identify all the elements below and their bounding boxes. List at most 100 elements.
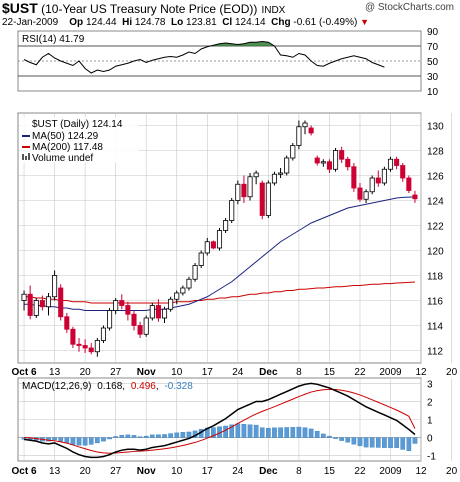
svg-text:MACD(12,26,9) 0.168,: MACD(12,26,9) 0.168, 0.496, -0.328 (22, 381, 193, 392)
candle (369, 175, 375, 195)
symbol-label: $UST (2, 0, 38, 16)
candle (284, 155, 290, 176)
macd-histogram-bar (107, 437, 112, 440)
candle (88, 343, 94, 355)
macd-histogram-bar (266, 427, 271, 438)
macd-histogram-bar (284, 427, 290, 438)
macd-label-signal: 0.496 (131, 381, 156, 392)
candle-body (216, 230, 223, 249)
price-tick-label: 112 (427, 347, 443, 358)
candle-body (161, 308, 168, 319)
candle-body (33, 300, 39, 316)
macd-histogram-bar (314, 431, 320, 438)
candle-body (314, 157, 320, 164)
date-tick-label: Dec (259, 367, 278, 378)
candle (314, 155, 320, 166)
change-label: Chg (271, 17, 291, 28)
macd-histogram-bar (308, 428, 314, 438)
macd-histogram-bar (180, 432, 186, 438)
candle (27, 285, 33, 320)
date-tick-label: 15 (324, 367, 336, 378)
candle (333, 148, 339, 172)
candle-body (296, 126, 302, 146)
price-tick-label: 114 (427, 322, 443, 333)
candle (70, 326, 76, 348)
macd-histogram-bar (400, 437, 406, 450)
signal-line (24, 388, 416, 454)
candle (94, 338, 100, 357)
macd-histogram-bar (253, 424, 259, 438)
candle-body (149, 305, 155, 319)
candle-body (210, 241, 216, 249)
candle-body (192, 265, 198, 280)
candle (210, 240, 216, 250)
rsi-tick-label: 30 (427, 72, 439, 83)
date-label: 22-Jan-2009 (2, 17, 59, 28)
candle-body (308, 127, 314, 134)
candle (406, 175, 412, 193)
candle-body (137, 325, 143, 335)
date-tick-label: 24 (232, 367, 244, 378)
macd-date-tick-label: 12 (415, 466, 427, 477)
candle (52, 270, 58, 301)
macd-histogram-bar (95, 437, 100, 444)
candle (21, 290, 27, 311)
macd-histogram-bar (119, 434, 125, 438)
macd-histogram-bar (174, 432, 180, 438)
candle-body (58, 287, 64, 318)
macd-histogram-bar (168, 433, 173, 438)
candle-body (21, 293, 27, 301)
macd-histogram-bar (259, 427, 265, 438)
candle (278, 168, 284, 178)
macd-histogram-bar (186, 431, 192, 438)
candle (186, 276, 192, 291)
macd-histogram-bar (394, 437, 399, 449)
macd-histogram-bar (70, 437, 76, 445)
macd-histogram-bar (375, 437, 381, 448)
macd-histogram-bar (211, 427, 216, 438)
macd-histogram-bar (149, 434, 155, 438)
candle (253, 170, 259, 185)
macd-histogram-bar (137, 436, 143, 438)
candle (375, 170, 381, 187)
candle (302, 120, 308, 135)
date-tick-label: 20 (80, 367, 92, 378)
candle (33, 298, 39, 318)
candle (320, 159, 326, 167)
rsi-label: RSI(14) 41.79 (22, 34, 85, 45)
candle-body (131, 313, 137, 326)
candle (363, 189, 369, 203)
candle (229, 198, 235, 223)
candle-body (70, 328, 76, 345)
macd-histogram-bar (101, 437, 106, 442)
candle-body (94, 340, 100, 353)
macd-histogram-bar (327, 435, 332, 438)
macd-histogram-bar (247, 424, 253, 438)
open-label: Op (69, 17, 84, 28)
candle-body (241, 183, 247, 198)
candle-body (247, 176, 253, 198)
candle-body (333, 150, 339, 170)
price-tick-label: 130 (427, 122, 444, 133)
candle-body (88, 347, 94, 353)
candle-body (265, 182, 271, 216)
candle-body (235, 183, 241, 201)
candle-body (271, 173, 278, 184)
macd-histogram-bar (82, 437, 88, 446)
macd-histogram-bar (235, 423, 241, 438)
candle (161, 306, 168, 323)
ma50-line (24, 196, 415, 311)
candle (39, 295, 45, 311)
date-tick-label: Oct 6 (12, 367, 37, 378)
macd-line (23, 382, 416, 459)
stockcharts-watermark: @ StockCharts.com (364, 2, 454, 13)
candle (308, 125, 314, 136)
close-value: 124.14 (234, 17, 266, 28)
candle-body (143, 317, 149, 335)
macd-histogram-bar (351, 437, 357, 445)
candle (400, 163, 406, 182)
candle-body (113, 300, 119, 311)
macd-histogram-bar (272, 427, 277, 438)
macd-histogram-bar (76, 437, 82, 446)
